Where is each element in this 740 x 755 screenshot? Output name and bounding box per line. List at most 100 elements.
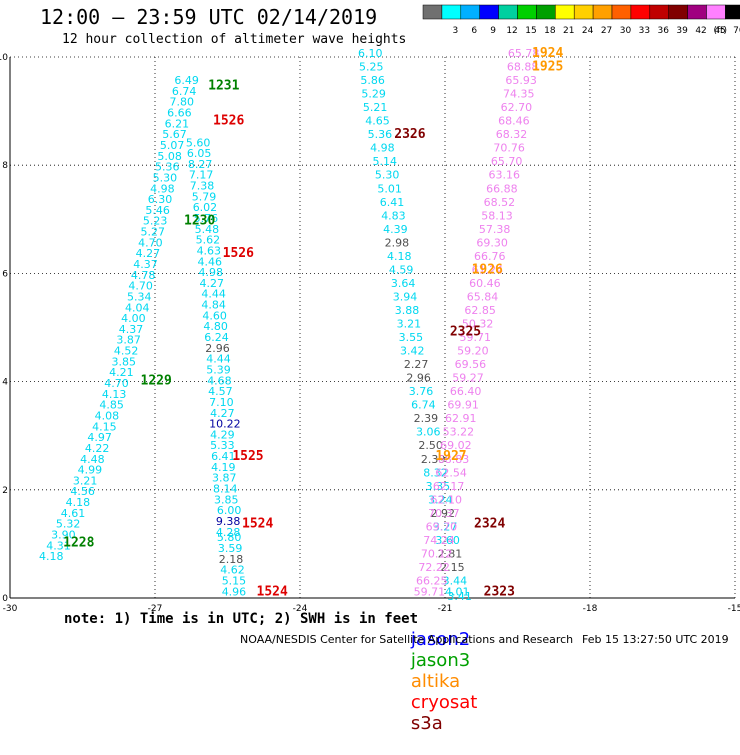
y-tick-label: 10	[0, 53, 8, 63]
pass-time-label: 1524	[242, 517, 273, 532]
wave-height-point: 6.30	[148, 193, 173, 206]
wave-height-point: 59.71	[414, 585, 446, 598]
wave-height-point: 3.87	[212, 472, 237, 485]
track-track-4: 65.7868.8865.9374.3562.7068.4668.3270.76…	[414, 47, 540, 598]
wave-height-point: 69.70	[426, 520, 458, 533]
wave-height-point: 58.13	[481, 209, 513, 222]
wave-height-point: 4.29	[210, 428, 235, 441]
wave-height-point: 3.90	[51, 528, 75, 541]
wave-height-point: 4.59	[389, 263, 414, 276]
wave-height-point: 4.83	[381, 209, 406, 222]
legend-label: 36	[658, 26, 670, 36]
wave-height-point: 59.20	[457, 345, 489, 358]
wave-height-point: 2.81	[438, 547, 463, 560]
wave-height-point: 3.44	[443, 574, 468, 587]
wave-height-point: 3.87	[116, 334, 141, 347]
chart-subtitle: 12 hour collection of altimeter wave hei…	[62, 32, 407, 47]
wave-height-point: 5.21	[363, 101, 388, 114]
legend-label: 24	[582, 26, 594, 36]
pass-time-label: 2323	[484, 584, 515, 599]
wave-height-point: 62.91	[445, 412, 477, 425]
wave-height-point: 5.80	[217, 531, 242, 544]
wave-height-point: 4.99	[78, 464, 103, 477]
wave-height-point: 7.80	[170, 96, 195, 109]
wave-height-point: 4.85	[99, 399, 124, 412]
wave-height-point: 2.15	[440, 561, 465, 574]
legend-label: 33	[639, 26, 650, 36]
wave-height-point: 9.38	[216, 515, 241, 528]
wave-height-point: 5.67	[162, 128, 187, 141]
legend-label: 39	[676, 26, 688, 36]
legend-label: 9	[490, 26, 496, 36]
wave-height-point: 4.61	[61, 507, 86, 520]
track-track-2: 4.965.154.622.183.595.804.289.386.003.85…	[186, 136, 246, 598]
wave-height-point: 69.30	[476, 236, 508, 249]
wave-height-point: 5.07	[160, 139, 185, 152]
wave-height-point: 5.30	[153, 171, 178, 184]
wave-height-point: 5.33	[210, 439, 235, 452]
pass-time-label: 1926	[472, 262, 503, 277]
chart-title: 12:00 – 23:59 UTC 02/14/2019	[40, 5, 378, 29]
altimeter-chart-page: 12:00 – 23:59 UTC 02/14/2019 12 hour col…	[0, 4, 740, 734]
wave-height-point: 4.37	[119, 323, 144, 336]
wave-height-point: 65.78	[508, 47, 540, 60]
wave-height-point: 2.98	[385, 236, 410, 249]
wave-height-point: 3.55	[399, 331, 424, 344]
x-tick-label: -21	[438, 604, 453, 614]
wave-height-point: 59.71	[460, 331, 492, 344]
wave-height-point: 4.27	[136, 247, 161, 260]
wave-height-point: 5.36	[368, 128, 393, 141]
pass-time-label: 1927	[435, 449, 466, 464]
wave-height-point: 65.84	[467, 290, 499, 303]
wave-height-point: 3.27	[433, 520, 458, 533]
pass-time-label: 2325	[450, 325, 481, 340]
units-note: note: 1) Time is in UTC; 2) SWH is in fe…	[64, 611, 419, 627]
legend-label: 3	[452, 26, 458, 36]
wave-height-point: 6.74	[411, 399, 436, 412]
wave-height-point: 65.93	[505, 74, 536, 87]
wave-height-point: 72.22	[418, 561, 450, 574]
wave-height-point: 66.25	[416, 574, 448, 587]
wave-height-point: 60.46	[469, 277, 501, 290]
wave-height-point: 3.24	[428, 493, 453, 506]
pass-time-label: 1228	[63, 536, 94, 551]
wave-height-point: 2.50	[418, 439, 443, 452]
legend-unit: (ft)	[713, 26, 727, 36]
wave-height-point: 4.15	[92, 420, 117, 433]
wave-height-point: 5.29	[361, 88, 386, 101]
legend-label: 6	[471, 26, 477, 36]
wave-height-point: 7.17	[189, 169, 214, 182]
wave-height-point: 8.27	[188, 158, 213, 171]
wave-height-point: 4.97	[87, 431, 112, 444]
wave-height-point: 68.46	[498, 115, 529, 128]
legend-label: 70	[733, 26, 740, 36]
wave-height-point: 3.94	[393, 290, 418, 303]
wave-height-point: 50.32	[462, 318, 494, 331]
wave-height-point: 3.59	[218, 542, 243, 555]
wave-height-point: 6.66	[167, 107, 192, 120]
footer-credit: NOAA/NESDIS Center for Satellite Applica…	[240, 633, 574, 646]
wave-height-point: 2.96	[406, 372, 431, 385]
wave-height-point: 5.14	[373, 155, 398, 168]
pass-time-label: 1925	[532, 60, 563, 75]
wave-height-point: 4.98	[199, 266, 224, 279]
wave-height-point: 4.18	[39, 550, 64, 563]
pass-time-label: 1525	[232, 449, 263, 464]
legend-label: 12	[506, 26, 517, 36]
wave-height-point: 53.22	[443, 426, 475, 439]
wave-height-point: 65.70	[491, 155, 522, 168]
wave-height-point: 5.23	[143, 215, 168, 228]
wave-height-point: 59.27	[452, 372, 484, 385]
pass-time-label: 1524	[257, 584, 288, 599]
wave-height-point: 4.27	[210, 407, 235, 420]
pass-time-label: 1230	[184, 214, 215, 229]
pass-time-label: 1231	[208, 78, 239, 93]
pass-time-label: 1526	[213, 114, 244, 129]
wave-height-point: 4.19	[211, 461, 236, 474]
wave-height-point: 4.48	[80, 453, 105, 466]
wave-height-point: 66.40	[450, 385, 482, 398]
wave-height-point: 4.44	[201, 288, 226, 301]
wave-height-point: 2.18	[219, 553, 244, 566]
wave-height-point: 5.30	[375, 169, 400, 182]
y-tick-label: 6	[2, 269, 8, 279]
